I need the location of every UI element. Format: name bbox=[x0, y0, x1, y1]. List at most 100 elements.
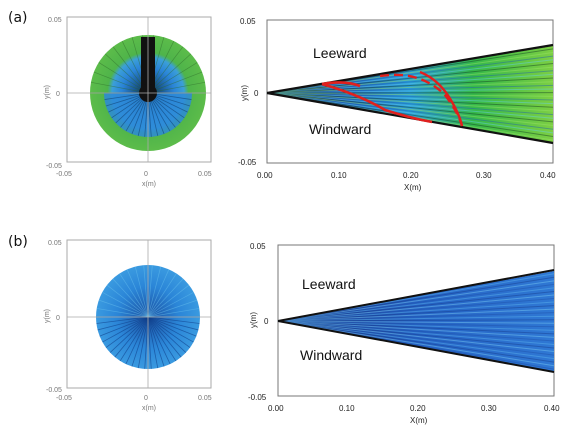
windward-label-b: Windward bbox=[300, 347, 362, 363]
wedge-plot-a: Leeward Windward 0.05 0 -0.05 y(m) 0.00 … bbox=[238, 17, 556, 192]
wedge-streak-a bbox=[266, 92, 554, 97]
circle-ray-b bbox=[126, 269, 149, 318]
wedge-streak-b bbox=[277, 298, 555, 322]
xtick-b-2: 0.20 bbox=[410, 404, 426, 413]
circle-ray-b bbox=[144, 316, 149, 369]
circle-ray-b bbox=[96, 308, 149, 318]
circle-plot-b: 0.05 0 -0.05 -0.05 0 0.05 x(m) y(m) bbox=[44, 239, 212, 412]
circle-ray-b bbox=[119, 273, 149, 318]
red-curve-start-a bbox=[321, 81, 361, 88]
wedge-streak-a bbox=[266, 84, 554, 94]
circle-ray-b bbox=[147, 316, 200, 324]
leeward-label-a: Leeward bbox=[313, 45, 367, 61]
circle-ray-a bbox=[147, 53, 192, 94]
leeward-label-b: Leeward bbox=[302, 276, 356, 292]
wedge-streak-b bbox=[277, 305, 555, 322]
circle-xtick-right-a: 0.05 bbox=[198, 171, 212, 178]
wedge-streak-b bbox=[277, 320, 555, 363]
wedge-streak-a bbox=[266, 92, 554, 108]
circle-ytick-top-b: 0.05 bbox=[48, 240, 62, 247]
circle-ray-a bbox=[98, 62, 149, 94]
circle-xlabel-b: x(m) bbox=[142, 405, 156, 412]
circle-xtick-mid-b: 0 bbox=[144, 395, 148, 402]
wedge-streak-b bbox=[277, 315, 555, 322]
circle-ray-b bbox=[131, 316, 149, 367]
wedge-streak-a bbox=[266, 92, 554, 119]
circle-ray-b bbox=[147, 266, 162, 318]
circle-ray-b bbox=[147, 316, 152, 369]
xlabel-b: X(m) bbox=[410, 416, 428, 425]
circle-ylabel-b: y(m) bbox=[44, 309, 51, 323]
wedge-streaks-b bbox=[277, 273, 555, 370]
wedge-fill-a bbox=[267, 46, 553, 143]
circle-ray-b bbox=[98, 299, 149, 318]
circle-ray-a bbox=[104, 53, 149, 94]
wedge-streak-b bbox=[277, 287, 555, 322]
xtick-a-4: 0.40 bbox=[540, 171, 556, 180]
wedge-streak-a bbox=[266, 92, 554, 130]
circle-ray-b bbox=[102, 316, 149, 343]
xtick-a-2: 0.20 bbox=[403, 171, 419, 180]
circle-plot-a: 0.05 0 -0.05 -0.05 0 0.05 x(m) y(m) bbox=[44, 16, 212, 188]
ytick-a-1: 0 bbox=[254, 89, 259, 98]
ylabel-b: y(m) bbox=[249, 312, 258, 328]
circle-ray-b bbox=[147, 316, 197, 337]
wedge-fill-b bbox=[278, 271, 554, 372]
wedge-streak-b bbox=[277, 320, 555, 349]
circle-ray-b bbox=[102, 291, 149, 318]
wedge-streak-a bbox=[266, 88, 554, 94]
xtick-a-1: 0.10 bbox=[331, 171, 347, 180]
wedge-streak-b bbox=[277, 280, 555, 322]
circle-ray-b bbox=[147, 265, 153, 318]
ylabel-a: y(m) bbox=[240, 85, 249, 101]
circle-ray-b bbox=[99, 316, 149, 337]
wedge-streak-b bbox=[277, 320, 555, 367]
circle-ytick-bot-a: -0.05 bbox=[46, 163, 62, 170]
wedge-streak-a bbox=[266, 92, 554, 105]
circle-xtick-left-b: -0.05 bbox=[56, 395, 72, 402]
wedge-streak-b bbox=[277, 312, 555, 322]
red-curve-windward-a bbox=[321, 82, 433, 124]
circle-ray-b bbox=[147, 284, 190, 318]
xtick-b-0: 0.00 bbox=[268, 404, 284, 413]
xtick-b-3: 0.30 bbox=[481, 404, 497, 413]
circle-ray-b bbox=[137, 316, 149, 369]
ytick-b-0: 0.05 bbox=[250, 242, 266, 251]
circle-ray-b bbox=[147, 273, 177, 318]
circle-ray-a bbox=[147, 71, 203, 94]
circle-ytick-bot-b: -0.05 bbox=[46, 387, 62, 394]
wedge-lower-edge-b bbox=[277, 320, 555, 373]
wedge-streak-a bbox=[266, 55, 554, 94]
circle-ray-b bbox=[147, 308, 200, 318]
circle-ray-b bbox=[147, 316, 199, 331]
wedge-streak-a bbox=[266, 92, 554, 101]
circle-ray-b bbox=[147, 316, 187, 353]
wedge-streak-b bbox=[277, 320, 555, 360]
circle-ray-a bbox=[147, 62, 198, 94]
wedge-streak-b bbox=[277, 320, 555, 328]
circle-ray-b bbox=[147, 316, 191, 348]
wedge-streak-a bbox=[266, 66, 554, 94]
wedge-streak-a bbox=[266, 92, 554, 116]
wedge-streak-a bbox=[266, 92, 554, 112]
panel-label-a: (a) bbox=[8, 10, 28, 26]
ytick-b-2: -0.05 bbox=[248, 393, 267, 402]
circle-ray-b bbox=[134, 266, 149, 318]
circle-xtick-left-a: -0.05 bbox=[56, 171, 72, 178]
circle-ytick-top-a: 0.05 bbox=[48, 17, 62, 24]
wedge-streak-a bbox=[266, 92, 554, 134]
panel-b: (b) 0.05 0 -0.05 -0.05 0 0.05 x(m) y(m) … bbox=[8, 234, 560, 425]
circle-ray-b bbox=[119, 316, 149, 362]
wedge-streak-a bbox=[266, 92, 554, 127]
circle-ray-b bbox=[147, 316, 159, 369]
red-solid-curve-a bbox=[419, 70, 464, 127]
circle-ray-b bbox=[147, 278, 184, 318]
wedge-streak-b bbox=[277, 308, 555, 322]
panel-label-b: (b) bbox=[8, 234, 28, 250]
wedge-streak-b bbox=[277, 283, 555, 322]
wedge-streak-a bbox=[266, 77, 554, 94]
circle-ray-b bbox=[105, 316, 149, 348]
wedge-streak-b bbox=[277, 320, 555, 356]
wedge-streak-b bbox=[277, 290, 555, 322]
